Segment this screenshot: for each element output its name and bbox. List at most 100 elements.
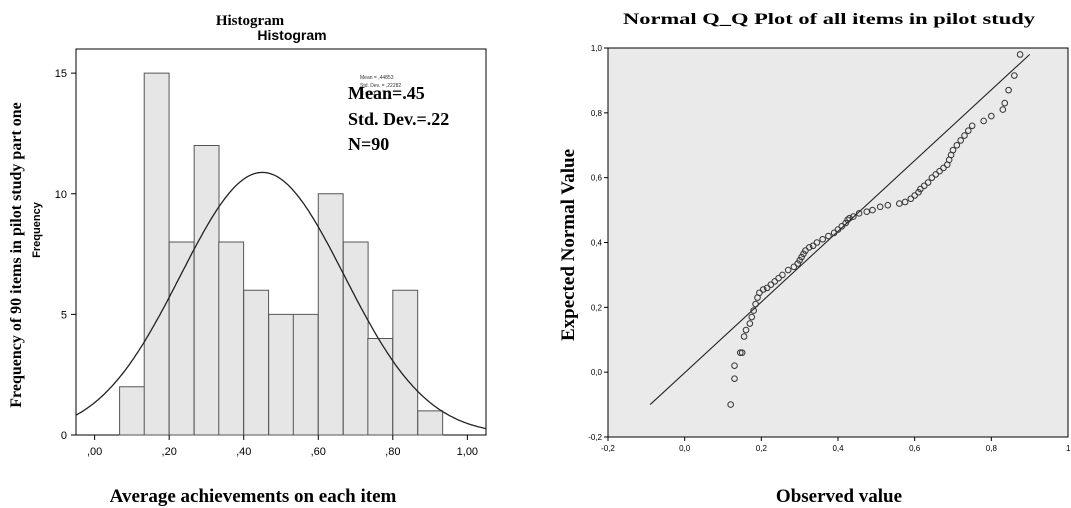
histogram-bar-11 [367, 338, 394, 436]
qq-point-38 [850, 213, 857, 220]
histogram-bar-9 [317, 193, 344, 436]
histogram-bar-8 [292, 313, 319, 436]
qq-point-17 [771, 278, 779, 285]
histogram-ylabel: Frequency of 90 items in pilot study par… [8, 102, 25, 407]
qq-point-4 [736, 349, 744, 357]
qq-point-66 [988, 112, 995, 120]
qq-point-53 [932, 171, 940, 178]
stats-mean: Mean=.45 [348, 83, 425, 103]
x-tick-label-3: ,60 [311, 446, 326, 458]
histogram-inner-title: Histogram [257, 27, 326, 43]
x-tick-label-2: ,40 [236, 446, 251, 458]
qq-frame [607, 47, 1069, 438]
qq-point-14 [759, 286, 767, 293]
qq-point-60 [953, 141, 961, 149]
histogram-chart: Histogram Histogram 0 5 10 15 ,00 ,20 ,40 ,60 ,8… [8, 13, 487, 507]
stats-annotation: Mean=.45 Std. Dev.=.22 N=90 [348, 83, 449, 154]
qq-point-37 [846, 214, 853, 222]
qq-point-42 [876, 203, 884, 211]
qq-point-39 [855, 210, 863, 217]
qq-point-54 [936, 167, 943, 175]
qq-point-61 [957, 137, 964, 144]
qq-point-21 [790, 263, 798, 271]
qq-point-25 [800, 250, 807, 258]
qq-point-70 [1011, 72, 1018, 79]
qq-point-43 [884, 201, 892, 209]
histogram-bar-1 [119, 386, 145, 436]
normal-curve [75, 171, 487, 430]
qq-point-69 [1005, 86, 1012, 94]
qq-x-tick-label-2: 0,2 [756, 444, 768, 453]
qq-point-51 [924, 179, 932, 186]
qq-title: Normal Q_Q Plot of all items in pilot st… [623, 11, 1035, 28]
qq-y-tick-label-3: 0,4 [591, 239, 603, 248]
qq-point-49 [917, 185, 924, 193]
histogram-bar-3 [168, 241, 195, 436]
qq-point-50 [920, 182, 928, 190]
histogram-bar-2 [143, 72, 170, 436]
qq-point-9 [748, 313, 756, 321]
y-tick-label-3: 15 [55, 68, 67, 80]
histogram-xlabel: Average achievements on each item [110, 486, 397, 507]
qq-point-65 [980, 117, 987, 125]
qq-point-55 [940, 164, 947, 172]
qq-point-36 [844, 216, 851, 224]
qq-point-26 [802, 247, 809, 254]
qq-point-18 [775, 274, 782, 282]
qq-point-41 [869, 206, 876, 214]
qq-point-3 [731, 362, 738, 369]
qq-point-63 [965, 127, 972, 134]
qq-point-59 [949, 146, 957, 154]
stats-small-annotation: Mean = ,44853 Std. Dev. = ,22282 N = 90 [360, 75, 401, 97]
x-tick-label-1: ,20 [162, 446, 177, 458]
qq-point-24 [798, 253, 805, 261]
qq-y-tick-label-6: 1,0 [591, 44, 603, 53]
stats-n: N=90 [348, 134, 389, 154]
histogram-title: Histogram [216, 13, 285, 29]
qq-point-67 [999, 106, 1007, 113]
qq-plot-area: -0,2 0,0 0,2 0,4 0,6 0,8 1,0 -0,2 0,0 0,2 0,4 0,6 0,… [588, 44, 1071, 453]
y-tick-label-1: 5 [61, 309, 67, 321]
qq-point-52 [928, 174, 936, 181]
stats-sd: Std. Dev.=.22 [348, 109, 449, 129]
qq-point-11 [752, 300, 759, 308]
histogram-bar-6 [243, 289, 270, 436]
qq-point-35 [842, 219, 849, 227]
qq-point-8 [746, 320, 754, 327]
qq-point-13 [756, 289, 763, 297]
qq-point-20 [784, 266, 792, 274]
qq-x-tick-label-3: 0,4 [832, 444, 844, 453]
qq-point-5 [738, 349, 746, 357]
qq-point-16 [767, 281, 775, 288]
y-tick-label-0: 0 [61, 430, 67, 442]
qq-point-62 [961, 132, 968, 139]
stats-small-n: N = 90 [360, 91, 375, 97]
qq-plot-chart: Normal Q_Q Plot of all items in pilot st… [558, 11, 1071, 507]
qq-point-15 [763, 284, 771, 292]
x-tick-label-4: ,80 [385, 446, 400, 458]
qq-y-tick-label-0: -0,2 [588, 433, 602, 442]
qq-point-44 [896, 200, 903, 207]
qq-point-64 [968, 122, 976, 130]
y-tick-label-2: 10 [55, 189, 67, 201]
histogram-bar-12 [392, 289, 419, 436]
qq-x-tick-label-0: -0,2 [601, 444, 615, 453]
qq-point-27 [805, 244, 813, 251]
qq-point-1 [727, 401, 734, 408]
qq-point-33 [834, 226, 842, 233]
qq-y-tick-label-4: 0,6 [591, 174, 603, 183]
qq-y-tick-label-2: 0,2 [591, 303, 603, 312]
qq-point-28 [809, 242, 817, 250]
qq-point-34 [838, 222, 846, 230]
qq-point-71 [1016, 51, 1024, 58]
qq-point-23 [796, 257, 803, 264]
histogram-bar-7 [268, 313, 295, 436]
qq-point-46 [907, 195, 915, 203]
qq-point-19 [779, 271, 786, 279]
histogram-inner-ylabel: Frequency [31, 201, 43, 258]
histogram-bar-13 [417, 410, 444, 436]
qq-point-7 [742, 326, 750, 334]
qq-y-tick-label-1: 0,0 [591, 368, 603, 377]
x-tick-label-0: ,00 [87, 446, 102, 458]
